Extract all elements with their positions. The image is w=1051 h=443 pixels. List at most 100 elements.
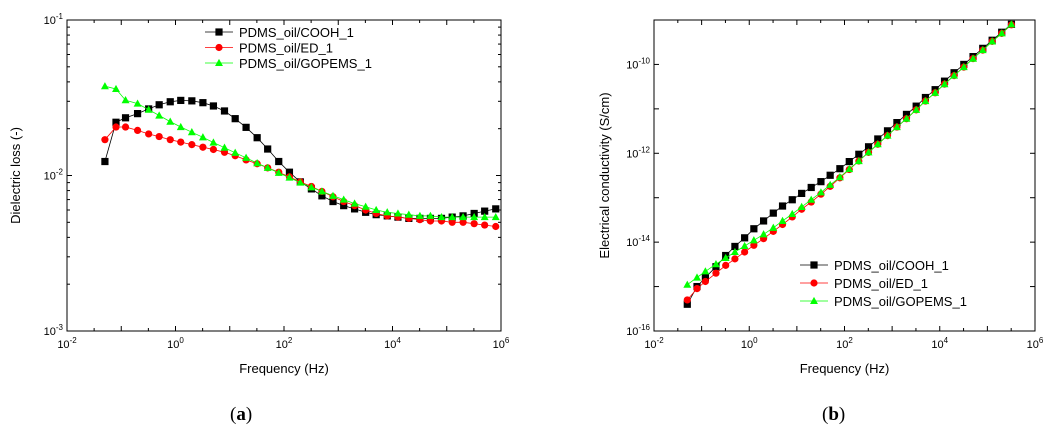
data-point [121, 96, 130, 104]
data-point [155, 111, 164, 119]
y-axis-label: Electrical conductivity (S/cm) [597, 92, 612, 258]
legend-label: PDMS_oil/ED_1 [834, 276, 928, 291]
data-point [883, 127, 892, 135]
data-point [759, 217, 768, 225]
data-point [722, 261, 730, 269]
data-point [383, 208, 392, 216]
data-point [285, 168, 294, 176]
data-point [188, 97, 196, 105]
data-point [797, 202, 806, 210]
y-tick-label: 10-1 [44, 12, 64, 27]
legend-marker [810, 279, 818, 287]
data-point [978, 45, 987, 54]
x-tick-label: 106 [493, 336, 510, 351]
data-point [693, 273, 701, 281]
x-tick-label: 106 [1027, 336, 1044, 351]
data-point [988, 37, 997, 45]
legend-label: PDMS_oil/ED_1 [239, 41, 333, 56]
data-point [448, 218, 456, 226]
data-point [133, 126, 142, 134]
data-point [404, 210, 413, 218]
legend-label: PDMS_oil/COOH_1 [239, 25, 354, 40]
data-point [683, 280, 692, 288]
legend: PDMS_oil/COOH_1PDMS_oil/ED_1PDMS_oil/GOP… [205, 25, 372, 71]
series-line [104, 126, 496, 227]
chart-electrical-conductivity: 10-2 100 102 104 106 10-16 10-14 10-12 10-10 Freq… [597, 19, 1044, 376]
panel-label-b: (b) [822, 404, 846, 425]
data-point [769, 223, 778, 231]
series-line [104, 85, 496, 218]
data-point [144, 105, 153, 113]
data-point [393, 209, 402, 217]
data-point [731, 242, 739, 251]
data-point [133, 110, 142, 118]
data-point [112, 84, 120, 93]
data-point [749, 236, 758, 244]
data-point [693, 285, 701, 293]
data-point [274, 168, 283, 176]
data-point [481, 221, 489, 229]
y-tick-label: 10-12 [626, 145, 650, 160]
data-point [121, 123, 130, 131]
y-tick-label: 10-14 [626, 234, 650, 249]
x-tick-label: 102 [276, 336, 293, 351]
data-point [807, 183, 815, 192]
data-point [826, 180, 835, 188]
data-point [209, 138, 218, 146]
x-tick-label: 100 [167, 336, 184, 351]
data-point [721, 253, 730, 262]
data-point [701, 277, 709, 286]
data-point [883, 131, 892, 139]
data-point [873, 140, 882, 148]
data-point [176, 122, 185, 131]
legend: PDMS_oil/COOH_1PDMS_oil/ED_1PDMS_oil/GOP… [800, 258, 967, 309]
data-point [112, 123, 120, 131]
data-point [701, 267, 710, 275]
x-tick-label: 10-2 [57, 336, 77, 351]
legend-marker [215, 58, 223, 67]
data-point [750, 225, 758, 233]
x-tick-label: 104 [384, 336, 401, 351]
data-point [329, 197, 337, 206]
data-point [340, 202, 348, 210]
data-point [459, 218, 467, 226]
data-point [959, 62, 968, 71]
panel-label-a: (a) [230, 404, 253, 425]
y-axis-label: Dielectric loss (-) [8, 127, 23, 224]
data-point [874, 135, 882, 143]
data-point [778, 202, 787, 210]
data-point [683, 300, 691, 308]
data-point [921, 96, 930, 105]
legend-marker [215, 28, 223, 36]
data-point [940, 80, 949, 88]
data-point [902, 114, 911, 122]
data-point [480, 212, 489, 221]
data-point [231, 148, 240, 156]
legend-marker [810, 261, 818, 269]
data-point [133, 99, 142, 107]
data-point [339, 195, 348, 203]
x-tick-label: 104 [931, 336, 948, 351]
data-point [459, 212, 468, 221]
data-point [912, 105, 921, 113]
data-point [481, 207, 489, 215]
data-point [712, 269, 720, 277]
data-point [701, 273, 709, 282]
data-point [492, 205, 500, 213]
data-point [931, 88, 940, 96]
data-point [1007, 20, 1016, 28]
x-tick-label: 100 [741, 336, 758, 351]
data-point [902, 110, 911, 119]
data-point [101, 157, 109, 166]
data-point [712, 259, 720, 268]
data-point [121, 114, 130, 122]
data-point [220, 107, 229, 115]
data-point [317, 187, 326, 195]
data-point [437, 212, 446, 221]
data-point [892, 122, 901, 131]
data-point [730, 247, 739, 256]
data-point [950, 71, 959, 79]
data-point [166, 117, 175, 125]
